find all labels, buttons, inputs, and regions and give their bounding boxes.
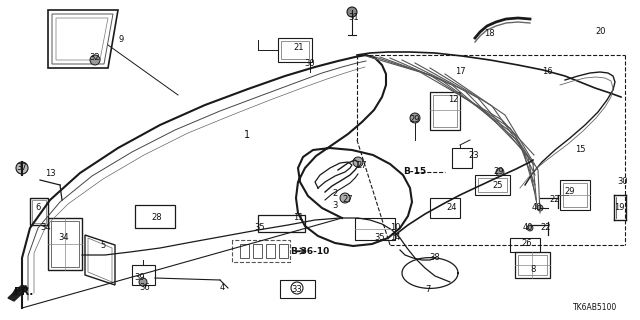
Text: 40: 40 [523,223,533,233]
Text: 5: 5 [100,241,106,250]
Text: 3: 3 [332,201,338,210]
Text: 29: 29 [564,188,575,196]
Circle shape [496,168,504,176]
Circle shape [340,193,350,203]
Text: 8: 8 [531,266,536,275]
Circle shape [347,7,357,17]
Text: 38: 38 [429,253,440,262]
Text: 19: 19 [614,204,624,212]
Circle shape [16,162,28,174]
Text: 20: 20 [596,28,606,36]
Text: 36: 36 [140,284,150,292]
Text: 16: 16 [541,68,552,76]
Text: 39: 39 [134,273,145,282]
Text: 11: 11 [292,213,303,222]
Text: 24: 24 [447,203,457,212]
Circle shape [139,278,147,286]
Text: FR.: FR. [14,287,34,297]
Polygon shape [8,285,28,301]
Text: 32: 32 [90,53,100,62]
Text: 25: 25 [493,180,503,189]
Text: 10: 10 [390,222,400,231]
Text: 29: 29 [493,167,504,177]
Text: 14: 14 [390,234,400,243]
Text: 35: 35 [255,223,266,233]
Text: 40: 40 [532,203,542,212]
Circle shape [537,205,543,211]
Text: 9: 9 [118,36,124,44]
Text: 13: 13 [45,169,55,178]
Text: 27: 27 [342,196,353,204]
Text: 34: 34 [59,234,69,243]
Text: 12: 12 [448,95,458,105]
Text: 30: 30 [618,178,628,187]
Text: 15: 15 [575,146,585,155]
Text: 37: 37 [17,163,28,172]
Text: 17: 17 [454,68,465,76]
Text: B-15: B-15 [403,167,427,177]
Text: 31: 31 [349,13,359,22]
Text: 26: 26 [522,238,532,247]
Text: TK6AB5100: TK6AB5100 [573,303,617,313]
Text: B-36-10: B-36-10 [291,247,330,257]
Text: 18: 18 [484,28,494,37]
Text: 28: 28 [152,213,163,222]
Text: 29: 29 [410,116,420,124]
Text: 34: 34 [41,223,51,233]
Text: 6: 6 [35,204,41,212]
Text: 4: 4 [220,284,225,292]
Text: 27: 27 [356,161,367,170]
Circle shape [410,113,420,123]
Text: 30: 30 [305,59,316,68]
Text: 33: 33 [292,284,302,293]
Text: 21: 21 [294,43,304,52]
Text: 35: 35 [374,233,385,242]
Text: 23: 23 [468,150,479,159]
Circle shape [90,55,100,65]
Text: 22: 22 [541,223,551,233]
Text: 7: 7 [426,285,431,294]
Circle shape [353,157,363,167]
Text: 22: 22 [550,196,560,204]
Text: 1: 1 [244,130,250,140]
Circle shape [527,225,533,231]
Text: 2: 2 [332,188,338,197]
